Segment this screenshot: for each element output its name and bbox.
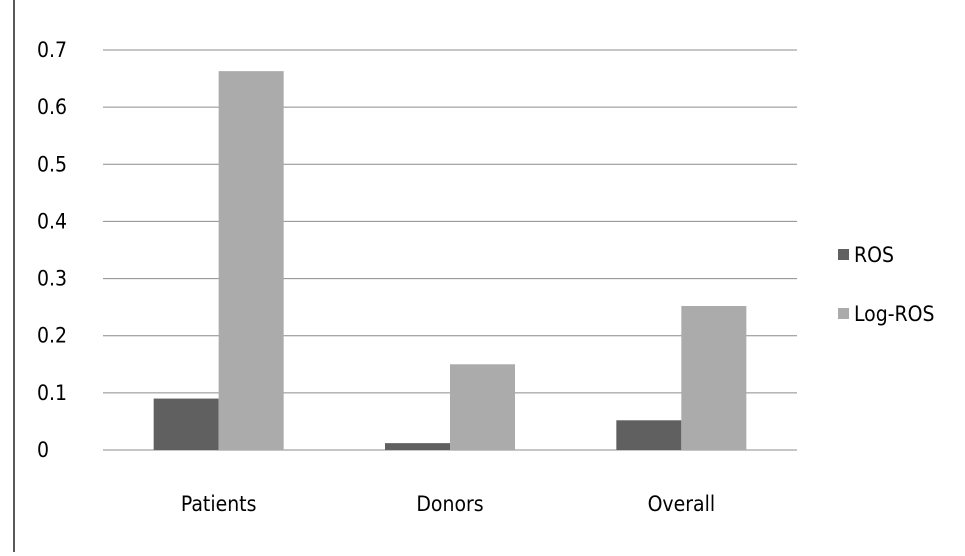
x-tick-label: Donors xyxy=(416,492,483,516)
y-tick-label: 0.2 xyxy=(37,324,67,348)
legend-swatch xyxy=(838,249,849,260)
bar-log-ros-donors xyxy=(450,364,515,450)
bars xyxy=(153,71,747,451)
bar-log-ros-overall xyxy=(681,306,747,450)
legend-label: Log-ROS xyxy=(854,302,935,326)
y-tick-label: 0.4 xyxy=(37,209,67,233)
legend: ROS Log-ROS xyxy=(838,243,935,326)
y-tick-label: 0.3 xyxy=(37,267,67,291)
y-axis-tick-labels: 0 0.1 0.2 0.3 0.4 0.5 0.6 0.7 xyxy=(37,38,67,462)
x-tick-label: Overall xyxy=(648,492,716,516)
y-tick-label: 0 xyxy=(37,438,49,462)
legend-swatch xyxy=(838,308,849,319)
x-tick-label: Patients xyxy=(181,492,257,516)
bar-ros-donors xyxy=(385,443,450,450)
bar-log-ros-patients xyxy=(218,71,284,451)
y-tick-label: 0.1 xyxy=(37,381,67,405)
y-tick-label: 0.7 xyxy=(37,38,67,62)
x-axis-tick-labels: Patients Donors Overall xyxy=(181,492,715,516)
bar-ros-patients xyxy=(153,398,219,450)
y-tick-label: 0.5 xyxy=(37,152,67,176)
bar-ros-overall xyxy=(616,420,682,450)
legend-label: ROS xyxy=(854,243,894,267)
y-tick-label: 0.6 xyxy=(37,95,67,119)
